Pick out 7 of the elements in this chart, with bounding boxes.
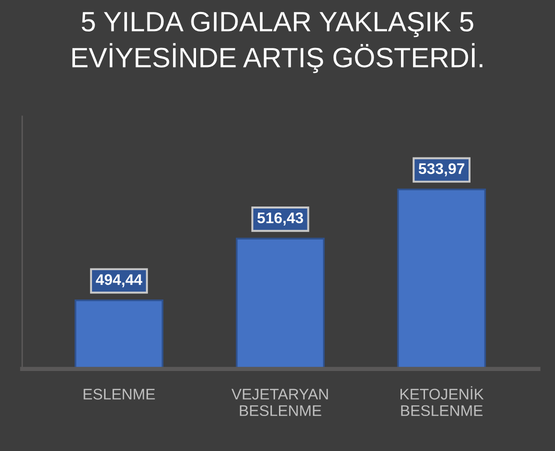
data-label: 533,97 [418, 163, 464, 176]
x-tick-label: ESLENME [84, 388, 155, 400]
x-tick-label: VEJETARYAN BESLENME [232, 388, 328, 416]
x-tick-label: KETOJENİK BESLENME [400, 386, 484, 416]
chart-title: 5 YILDA GIDALAR YAKLAŞIK 5 EVİYESİNDE ARTIŞ GÖSTERDİ. [72, 12, 482, 74]
data-label: 516,43 [257, 212, 304, 226]
data-label: 494,44 [96, 274, 142, 288]
